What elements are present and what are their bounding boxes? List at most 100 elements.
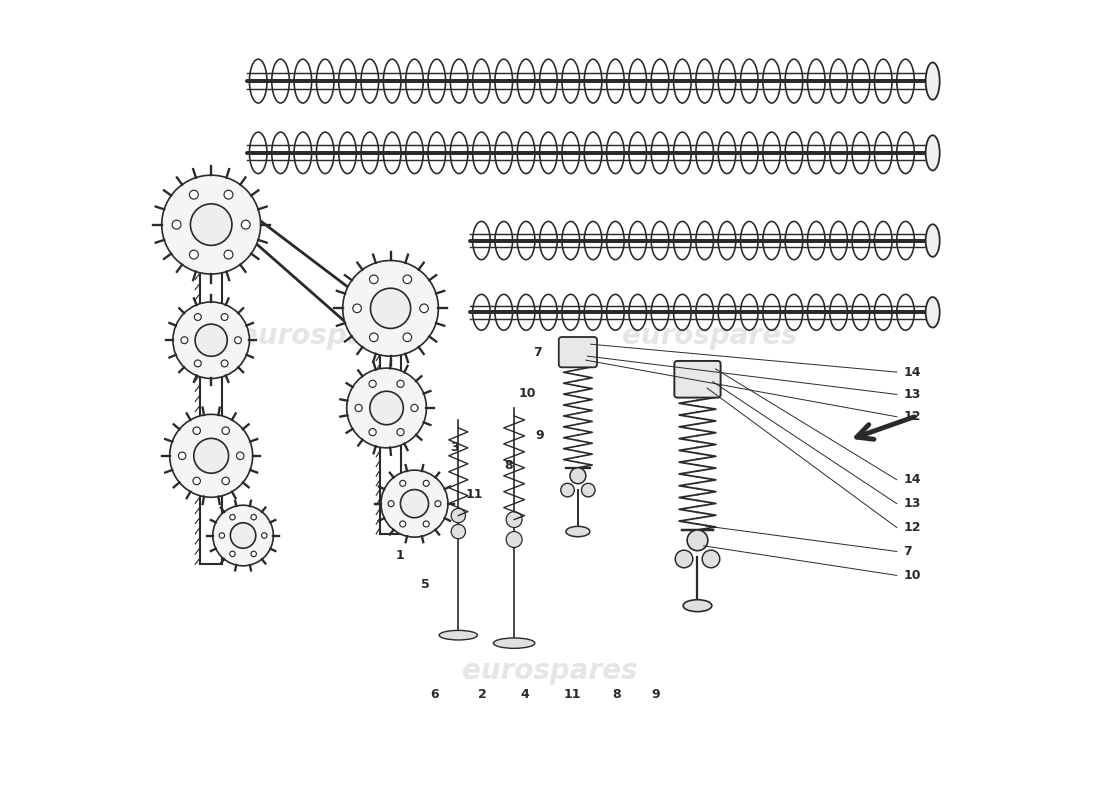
Circle shape [403,333,411,342]
Circle shape [420,304,428,313]
Text: 10: 10 [519,387,537,400]
Circle shape [411,404,418,411]
Circle shape [173,302,250,378]
Circle shape [162,175,261,274]
Circle shape [355,404,362,411]
Circle shape [230,514,235,520]
Text: 1: 1 [395,549,404,562]
Text: 8: 8 [504,459,513,472]
Circle shape [172,220,182,229]
Text: 3: 3 [450,442,459,454]
Circle shape [582,483,595,497]
Circle shape [221,314,228,321]
Circle shape [424,480,429,486]
Text: 13: 13 [903,388,921,401]
Circle shape [561,483,574,497]
Text: 10: 10 [903,569,921,582]
Text: eurospares: eurospares [462,657,638,685]
Text: 2: 2 [477,689,486,702]
Circle shape [451,509,465,522]
Circle shape [262,533,267,538]
Circle shape [236,452,244,459]
Circle shape [388,501,394,506]
Circle shape [195,314,201,321]
Text: 7: 7 [534,346,542,358]
Circle shape [234,337,241,344]
Circle shape [397,429,404,436]
Circle shape [189,250,198,259]
Circle shape [434,501,441,506]
Text: 12: 12 [903,410,921,423]
Circle shape [353,304,362,313]
Circle shape [702,550,719,568]
Circle shape [221,360,228,367]
Circle shape [251,551,256,557]
Circle shape [224,190,233,199]
Circle shape [219,533,224,538]
Ellipse shape [926,135,939,170]
Text: 6: 6 [430,689,439,702]
Circle shape [397,380,404,387]
Text: 11: 11 [465,487,483,501]
Circle shape [424,521,429,527]
Circle shape [346,368,427,448]
Ellipse shape [565,526,590,537]
Circle shape [370,391,404,425]
Circle shape [251,514,256,520]
Circle shape [230,523,256,548]
Circle shape [192,478,200,485]
Ellipse shape [926,224,939,257]
Text: eurospares: eurospares [239,322,415,350]
Ellipse shape [926,297,939,327]
Circle shape [180,337,188,344]
Text: 9: 9 [536,430,544,442]
Circle shape [194,438,229,474]
Circle shape [403,275,411,284]
Circle shape [506,531,522,547]
Circle shape [400,490,429,518]
Circle shape [222,427,230,434]
Text: 14: 14 [903,474,921,486]
Circle shape [371,288,410,329]
Circle shape [222,478,230,485]
Circle shape [178,452,186,459]
Text: 7: 7 [903,545,912,558]
Circle shape [368,429,376,436]
Text: 4: 4 [520,689,529,702]
Text: 13: 13 [903,497,921,510]
Circle shape [343,261,439,356]
Circle shape [189,190,198,199]
Circle shape [192,427,200,434]
Text: eurospares: eurospares [621,322,797,350]
Circle shape [224,250,233,259]
Circle shape [230,551,235,557]
Circle shape [506,512,522,527]
Circle shape [399,480,406,486]
Text: 9: 9 [651,689,660,702]
Circle shape [195,360,201,367]
Circle shape [675,550,693,568]
Text: 12: 12 [903,521,921,534]
Text: 11: 11 [563,689,581,702]
Text: 5: 5 [421,578,430,591]
Ellipse shape [926,62,939,100]
Circle shape [195,324,228,356]
FancyBboxPatch shape [674,361,720,398]
Circle shape [399,521,406,527]
FancyBboxPatch shape [559,337,597,367]
Ellipse shape [439,630,477,640]
Circle shape [169,414,253,498]
Circle shape [368,380,376,387]
Circle shape [241,220,250,229]
Circle shape [370,333,378,342]
Circle shape [370,275,378,284]
Text: 8: 8 [612,689,620,702]
Ellipse shape [494,638,535,648]
Circle shape [212,506,274,566]
Circle shape [688,530,708,550]
Circle shape [570,468,586,484]
Text: 14: 14 [903,366,921,378]
Circle shape [381,470,448,537]
Circle shape [190,204,232,246]
Circle shape [451,524,465,538]
